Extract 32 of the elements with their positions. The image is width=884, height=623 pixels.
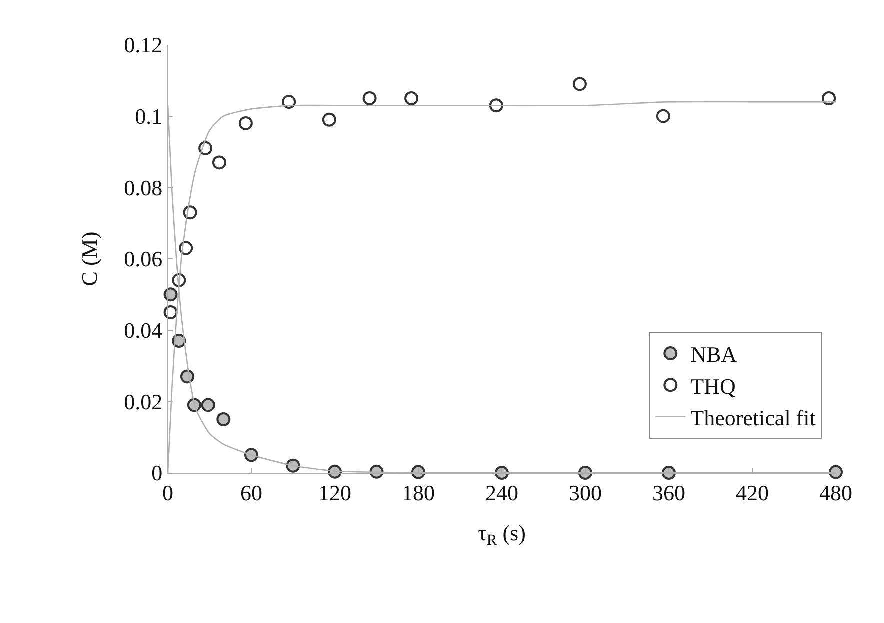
- legend-label: THQ: [690, 374, 736, 399]
- point: [572, 77, 587, 92]
- y-tick-label: 0.12: [124, 32, 163, 58]
- point: [238, 116, 253, 130]
- point: [829, 465, 843, 480]
- point: [656, 109, 670, 124]
- legend-label: Theoretical fit: [690, 405, 816, 430]
- point: [201, 398, 216, 412]
- x-axis-title: τ$_{R}$ (s): [478, 520, 526, 549]
- x-tick-label: 240: [486, 480, 518, 506]
- point: [404, 92, 419, 106]
- y-tick-label: 0: [152, 460, 163, 486]
- x-tick-label: 480: [820, 480, 852, 506]
- y-tick-label: 0.1: [135, 104, 163, 130]
- point: [362, 92, 377, 106]
- x-tick-label: 420: [736, 480, 769, 506]
- point: [164, 288, 178, 302]
- x-tick-label: 360: [652, 480, 686, 506]
- y-tick-label: 0.06: [124, 246, 163, 272]
- legend-label: NBA: [690, 342, 738, 368]
- y-tick-label: 0.04: [124, 318, 163, 344]
- point: [212, 156, 226, 170]
- point: [216, 412, 231, 426]
- x-tick-label: 120: [318, 480, 352, 506]
- x-tick-label: 180: [402, 480, 435, 506]
- point: [822, 92, 836, 106]
- y-tick-label: 0.08: [124, 175, 163, 200]
- x-tick-label: 300: [569, 480, 602, 506]
- x-tick-label: 60: [240, 480, 262, 506]
- point: [322, 112, 336, 127]
- y-axis-title: C (M): [76, 232, 102, 286]
- y-tick-label: 0.02: [124, 389, 163, 414]
